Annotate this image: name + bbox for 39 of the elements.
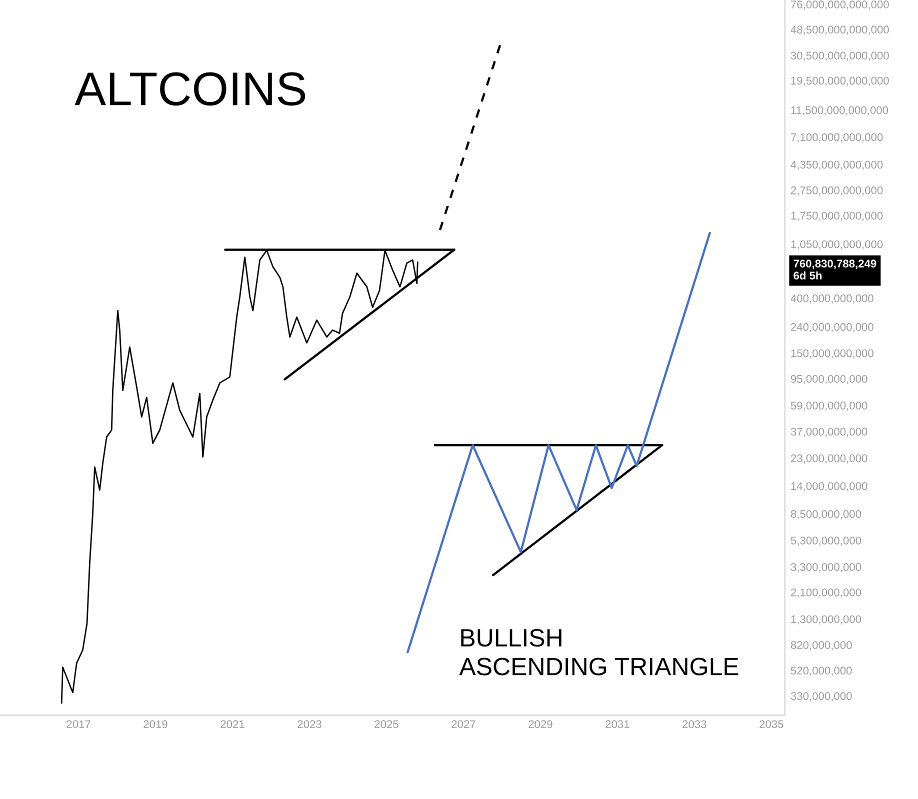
y-tick-label: 30,500,000,000,000 bbox=[790, 52, 889, 61]
y-tick-label: 1,300,000,000 bbox=[791, 615, 862, 625]
y-tick-label: 520,000,000 bbox=[790, 666, 852, 676]
x-tick-label: 2031 bbox=[606, 720, 630, 728]
y-tick-label: 59,000,000,000 bbox=[790, 402, 868, 411]
y-tick-label: 3,300,000,000 bbox=[790, 563, 862, 572]
y-tick-label: 95,000,000,000 bbox=[790, 374, 868, 384]
y-tick-label: 330,000,000 bbox=[790, 692, 852, 702]
x-tick-label: 2033 bbox=[682, 720, 706, 728]
x-tick-label: 2025 bbox=[374, 720, 398, 728]
y-tick-label: 48,500,000,000,000 bbox=[790, 26, 889, 35]
y-tick-label: 1,750,000,000,000 bbox=[791, 212, 883, 221]
y-tick-label: 1,050,000,000,000 bbox=[791, 240, 883, 250]
x-tick-label: 2029 bbox=[528, 720, 552, 728]
y-tick-label: 2,750,000,000,000 bbox=[791, 186, 883, 196]
y-tick-label: 37,000,000,000 bbox=[790, 428, 868, 437]
x-tick-label: 2017 bbox=[66, 720, 90, 728]
y-tick-label: 19,500,000,000,000 bbox=[791, 76, 889, 86]
x-tick-label: 2027 bbox=[452, 720, 476, 728]
x-tick-label: 2023 bbox=[298, 720, 322, 728]
y-tick-label: 4,350,000,000,000 bbox=[790, 160, 883, 170]
y-tick-label: 11,500,000,000,000 bbox=[791, 106, 888, 116]
text: ALTCOINS bbox=[74, 72, 306, 106]
y-tick-label: 14,000,000,000 bbox=[791, 482, 868, 492]
y-tick-label: 76,000,000,000,000 bbox=[791, 0, 889, 10]
x-tick-label: 2019 bbox=[144, 720, 168, 728]
x-tick-label: 2035 bbox=[760, 720, 784, 728]
y-tick-label: 8,500,000,000 bbox=[790, 510, 862, 520]
annotation: BULLISH ASCENDING TRIANGLE bbox=[459, 628, 738, 676]
y-tick-label: 820,000,000 bbox=[790, 641, 852, 650]
y-tick-label: 23,000,000,000 bbox=[791, 454, 868, 464]
y-tick-label: 400,000,000,000 bbox=[790, 294, 874, 304]
x-tick-label: 2021 bbox=[220, 720, 244, 728]
y-tick-label: 2,100,000,000 bbox=[791, 588, 862, 598]
y-tick-label: 5,300,000,000 bbox=[790, 536, 862, 546]
y-tick-label: 150,000,000,000 bbox=[791, 349, 874, 359]
text: 760,830,788,249 6d 5h bbox=[794, 260, 876, 280]
y-tick-label: 7,100,000,000,000 bbox=[791, 133, 883, 142]
y-tick-label: 240,000,000,000 bbox=[791, 323, 874, 332]
